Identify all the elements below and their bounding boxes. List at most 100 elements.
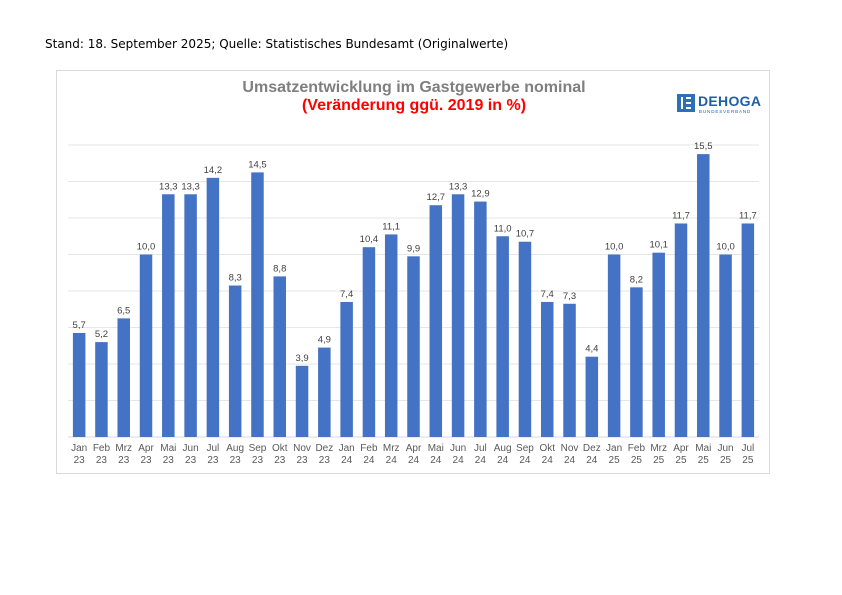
x-tick-label: Apr	[673, 443, 689, 454]
x-tick-label: Aug	[494, 443, 512, 454]
x-tick-label-year: 23	[140, 455, 152, 466]
dehoga-logo: DEHOGA BUNDESVERBAND	[677, 93, 763, 115]
x-tick-labels: Jan23Feb23Mrz23Apr23Mai23Jun23Jul23Aug23…	[71, 443, 754, 466]
bar	[719, 254, 732, 437]
data-label: 8,8	[273, 263, 286, 274]
bar	[228, 285, 242, 437]
data-label: 5,2	[95, 329, 108, 340]
bar	[496, 236, 509, 437]
x-tick-label: Apr	[406, 443, 422, 454]
x-tick-label: Jan	[606, 443, 622, 454]
x-tick-label: Jan	[339, 443, 355, 454]
data-label: 5,7	[73, 320, 86, 331]
data-label: 6,5	[117, 305, 130, 316]
bar	[697, 154, 710, 437]
chart-subtitle: (Veränderung ggü. 2019 in %)	[301, 97, 527, 114]
bar	[429, 205, 443, 437]
x-tick-label-year: 24	[519, 455, 531, 466]
x-tick-label: Aug	[226, 443, 244, 454]
x-tick-label: Apr	[138, 443, 154, 454]
data-label: 13,3	[181, 181, 200, 192]
x-tick-label-year: 23	[185, 455, 197, 466]
bar	[362, 247, 376, 437]
bar	[184, 194, 197, 437]
bar	[384, 234, 398, 437]
data-label: 3,9	[295, 353, 308, 364]
x-tick-label: Sep	[516, 443, 534, 454]
x-tick-label: Mai	[160, 443, 176, 454]
data-label: 10,0	[716, 242, 735, 253]
data-label: 10,7	[516, 229, 535, 240]
x-tick-label: Feb	[360, 443, 378, 454]
x-tick-label-year: 25	[631, 455, 643, 466]
bar	[162, 194, 175, 437]
bars	[72, 154, 755, 437]
x-tick-label-year: 23	[207, 455, 219, 466]
data-label: 11,7	[739, 210, 757, 221]
x-tick-label-year: 24	[341, 455, 353, 466]
x-tick-label-year: 24	[453, 455, 465, 466]
x-tick-label-year: 24	[430, 455, 442, 466]
x-tick-label-year: 24	[386, 455, 398, 466]
x-tick-label-year: 23	[96, 455, 108, 466]
data-label: 12,9	[471, 189, 490, 200]
bar	[518, 241, 532, 437]
x-tick-label: Mrz	[383, 443, 400, 454]
x-tick-label: Feb	[628, 443, 646, 454]
bar	[95, 342, 108, 437]
data-label: 11,1	[382, 221, 400, 232]
bar	[474, 201, 487, 437]
logo-subtitle: BUNDESVERBAND	[699, 109, 752, 114]
x-tick-label-year: 24	[497, 455, 509, 466]
data-label: 13,3	[159, 181, 178, 192]
x-tick-label: Jun	[718, 443, 734, 454]
x-tick-label: Dez	[583, 443, 601, 454]
bar	[451, 194, 465, 437]
bar	[139, 254, 153, 437]
x-tick-label-year: 23	[230, 455, 242, 466]
bar	[585, 356, 599, 437]
x-tick-label-year: 23	[296, 455, 308, 466]
data-label: 14,2	[204, 165, 223, 176]
bar	[741, 223, 755, 437]
x-tick-label: Mai	[695, 443, 711, 454]
x-tick-label: Mrz	[115, 443, 132, 454]
x-tick-label-year: 23	[274, 455, 286, 466]
bar	[117, 318, 130, 437]
x-tick-label-year: 25	[675, 455, 687, 466]
data-label: 15,5	[694, 141, 713, 152]
x-tick-label-year: 25	[698, 455, 710, 466]
data-label: 9,9	[407, 243, 420, 254]
data-label: 10,1	[649, 240, 668, 251]
data-label: 8,3	[229, 273, 242, 284]
x-tick-label-year: 24	[564, 455, 576, 466]
x-tick-label-year: 23	[252, 455, 264, 466]
x-tick-label-year: 24	[363, 455, 375, 466]
data-label: 10,4	[360, 234, 379, 245]
x-tick-label-year: 24	[475, 455, 487, 466]
bar	[652, 252, 665, 437]
x-tick-label: Jan	[71, 443, 87, 454]
data-label: 11,7	[672, 210, 690, 221]
bar	[607, 254, 621, 437]
bar	[540, 301, 554, 437]
bar	[273, 276, 287, 437]
chart-title: Umsatzentwicklung im Gastgewerbe nominal	[242, 79, 586, 96]
x-tick-label: Okt	[539, 443, 555, 454]
bar	[206, 177, 220, 437]
dehoga-logo-icon	[677, 94, 695, 112]
x-tick-label: Mai	[428, 443, 444, 454]
x-tick-label-year: 23	[118, 455, 130, 466]
x-tick-label-year: 25	[653, 455, 665, 466]
bar	[340, 301, 353, 437]
data-label: 10,0	[605, 242, 624, 253]
x-tick-label-year: 23	[163, 455, 175, 466]
data-labels: 5,75,26,510,013,3 13,314,28,314,58,83,94,…	[73, 141, 757, 364]
logo-name: DEHOGA	[698, 93, 762, 109]
x-tick-label: Okt	[272, 443, 288, 454]
data-label: 12,7	[427, 192, 446, 203]
x-tick-label: Dez	[315, 443, 333, 454]
bar	[563, 303, 576, 437]
source-line: Stand: 18. September 2025; Quelle: Stati…	[45, 37, 509, 51]
x-tick-label-year: 25	[720, 455, 732, 466]
